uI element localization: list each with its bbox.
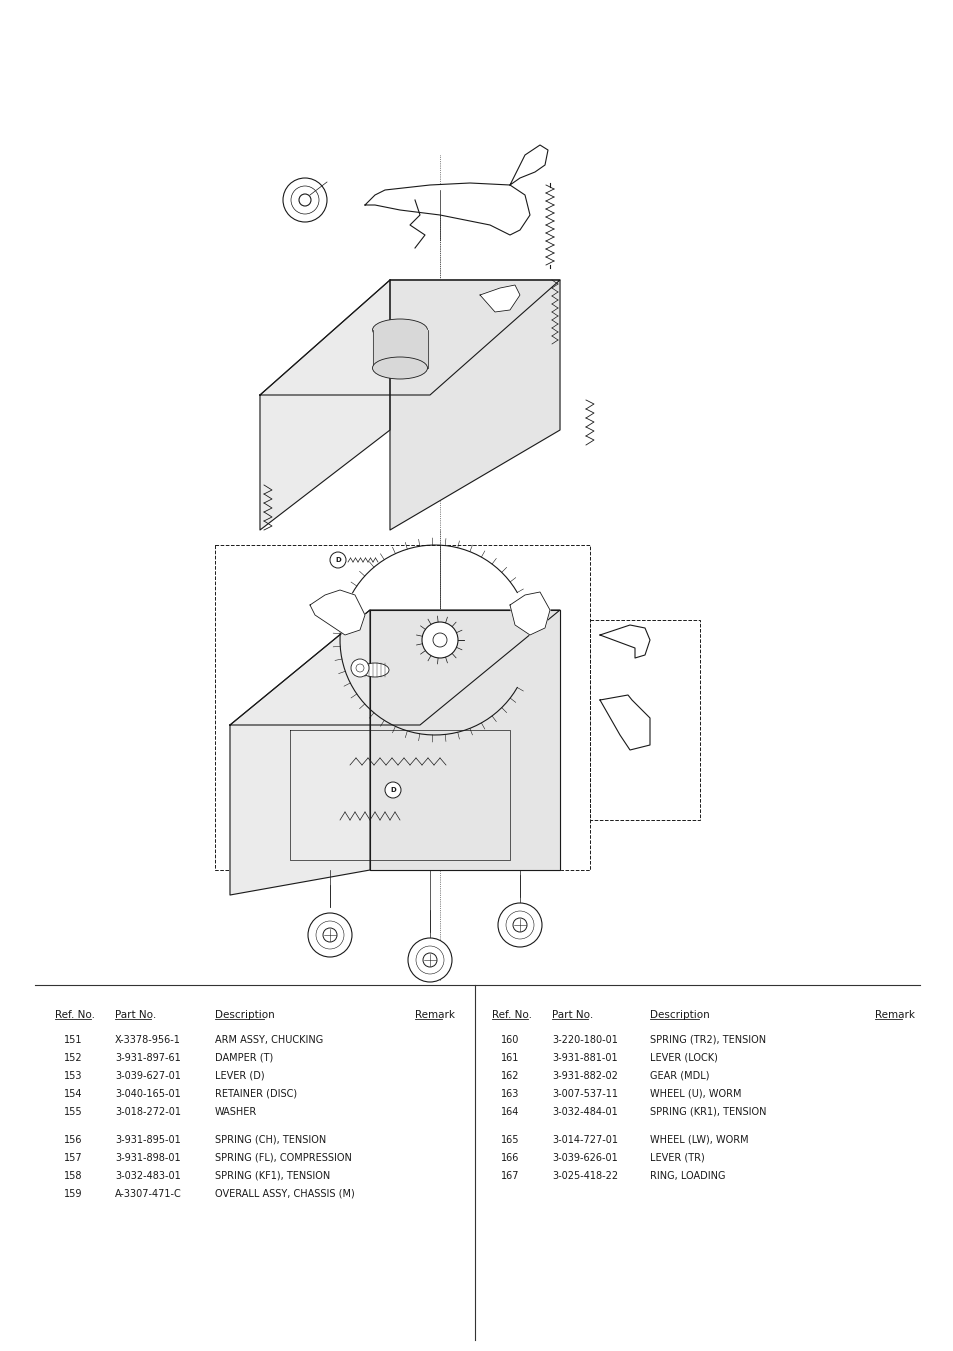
- Ellipse shape: [360, 663, 389, 677]
- Text: OVERALL ASSY, CHASSIS (M): OVERALL ASSY, CHASSIS (M): [214, 1189, 355, 1198]
- Text: 166: 166: [500, 1152, 518, 1163]
- Text: D: D: [390, 788, 395, 793]
- Text: A-3307-471-C: A-3307-471-C: [115, 1189, 182, 1198]
- Text: 156: 156: [64, 1135, 82, 1146]
- Circle shape: [385, 782, 400, 798]
- Circle shape: [330, 553, 346, 567]
- Text: 3-014-727-01: 3-014-727-01: [552, 1135, 618, 1146]
- Text: WHEEL (LW), WORM: WHEEL (LW), WORM: [649, 1135, 748, 1146]
- Text: Remark: Remark: [874, 1011, 914, 1020]
- Text: 3-931-881-01: 3-931-881-01: [552, 1052, 617, 1063]
- Polygon shape: [230, 611, 370, 894]
- Polygon shape: [510, 592, 550, 635]
- Text: 163: 163: [500, 1089, 518, 1098]
- Polygon shape: [510, 145, 547, 185]
- Text: 152: 152: [64, 1052, 82, 1063]
- Text: 161: 161: [500, 1052, 518, 1063]
- Text: Ref. No.: Ref. No.: [55, 1011, 95, 1020]
- Ellipse shape: [372, 357, 427, 380]
- Text: 3-032-483-01: 3-032-483-01: [115, 1171, 180, 1181]
- Text: 3-032-484-01: 3-032-484-01: [552, 1106, 618, 1117]
- Text: 3-040-165-01: 3-040-165-01: [115, 1089, 180, 1098]
- Text: 3-025-418-22: 3-025-418-22: [552, 1171, 618, 1181]
- Polygon shape: [230, 611, 559, 725]
- Text: 160: 160: [500, 1035, 518, 1046]
- Text: 165: 165: [500, 1135, 518, 1146]
- Text: Remark: Remark: [415, 1011, 455, 1020]
- Text: ARM ASSY, CHUCKING: ARM ASSY, CHUCKING: [214, 1035, 323, 1046]
- Text: DAMPER (T): DAMPER (T): [214, 1052, 273, 1063]
- Text: 3-220-180-01: 3-220-180-01: [552, 1035, 618, 1046]
- Text: RETAINER (DISC): RETAINER (DISC): [214, 1089, 296, 1098]
- Circle shape: [421, 621, 457, 658]
- Text: X-3378-956-1: X-3378-956-1: [115, 1035, 181, 1046]
- Text: 167: 167: [500, 1171, 518, 1181]
- Polygon shape: [599, 626, 649, 658]
- Polygon shape: [260, 280, 390, 530]
- Text: D: D: [335, 557, 340, 563]
- Text: 3-039-626-01: 3-039-626-01: [552, 1152, 618, 1163]
- Text: LEVER (D): LEVER (D): [214, 1071, 264, 1081]
- Text: SPRING (KR1), TENSION: SPRING (KR1), TENSION: [649, 1106, 765, 1117]
- Ellipse shape: [372, 319, 427, 340]
- Polygon shape: [370, 611, 559, 870]
- Text: WASHER: WASHER: [214, 1106, 257, 1117]
- Polygon shape: [390, 280, 559, 530]
- Bar: [214, 544, 589, 870]
- Text: SPRING (KF1), TENSION: SPRING (KF1), TENSION: [214, 1171, 330, 1181]
- Text: SPRING (FL), COMPRESSION: SPRING (FL), COMPRESSION: [214, 1152, 352, 1163]
- Text: 159: 159: [64, 1189, 82, 1198]
- Text: LEVER (LOCK): LEVER (LOCK): [649, 1052, 717, 1063]
- Text: 164: 164: [500, 1106, 518, 1117]
- Text: 3-007-537-11: 3-007-537-11: [552, 1089, 618, 1098]
- Text: 157: 157: [64, 1152, 82, 1163]
- Circle shape: [408, 938, 452, 982]
- Text: RING, LOADING: RING, LOADING: [649, 1171, 724, 1181]
- Text: Ref. No.: Ref. No.: [492, 1011, 532, 1020]
- Text: GEAR (MDL): GEAR (MDL): [649, 1071, 709, 1081]
- Polygon shape: [260, 280, 559, 394]
- Text: 151: 151: [64, 1035, 82, 1046]
- Text: 3-931-895-01: 3-931-895-01: [115, 1135, 180, 1146]
- Text: Description: Description: [214, 1011, 274, 1020]
- Text: 154: 154: [64, 1089, 82, 1098]
- Text: 158: 158: [64, 1171, 82, 1181]
- Text: Description: Description: [649, 1011, 709, 1020]
- Text: 3-931-882-02: 3-931-882-02: [552, 1071, 618, 1081]
- Text: Part No.: Part No.: [552, 1011, 593, 1020]
- Circle shape: [308, 913, 352, 957]
- Text: 3-931-898-01: 3-931-898-01: [115, 1152, 180, 1163]
- Bar: [589, 620, 700, 820]
- Polygon shape: [365, 182, 530, 235]
- Text: 3-931-897-61: 3-931-897-61: [115, 1052, 180, 1063]
- Polygon shape: [373, 330, 428, 367]
- Circle shape: [497, 902, 541, 947]
- Text: 155: 155: [64, 1106, 82, 1117]
- Polygon shape: [599, 694, 649, 750]
- Circle shape: [283, 178, 327, 222]
- Polygon shape: [310, 590, 365, 635]
- Text: SPRING (TR2), TENSION: SPRING (TR2), TENSION: [649, 1035, 765, 1046]
- Circle shape: [351, 659, 369, 677]
- Text: 3-018-272-01: 3-018-272-01: [115, 1106, 181, 1117]
- Text: LEVER (TR): LEVER (TR): [649, 1152, 704, 1163]
- Text: WHEEL (U), WORM: WHEEL (U), WORM: [649, 1089, 740, 1098]
- Text: 162: 162: [500, 1071, 518, 1081]
- Polygon shape: [479, 285, 519, 312]
- Text: 153: 153: [64, 1071, 82, 1081]
- Text: SPRING (CH), TENSION: SPRING (CH), TENSION: [214, 1135, 326, 1146]
- Text: 3-039-627-01: 3-039-627-01: [115, 1071, 181, 1081]
- Text: Part No.: Part No.: [115, 1011, 156, 1020]
